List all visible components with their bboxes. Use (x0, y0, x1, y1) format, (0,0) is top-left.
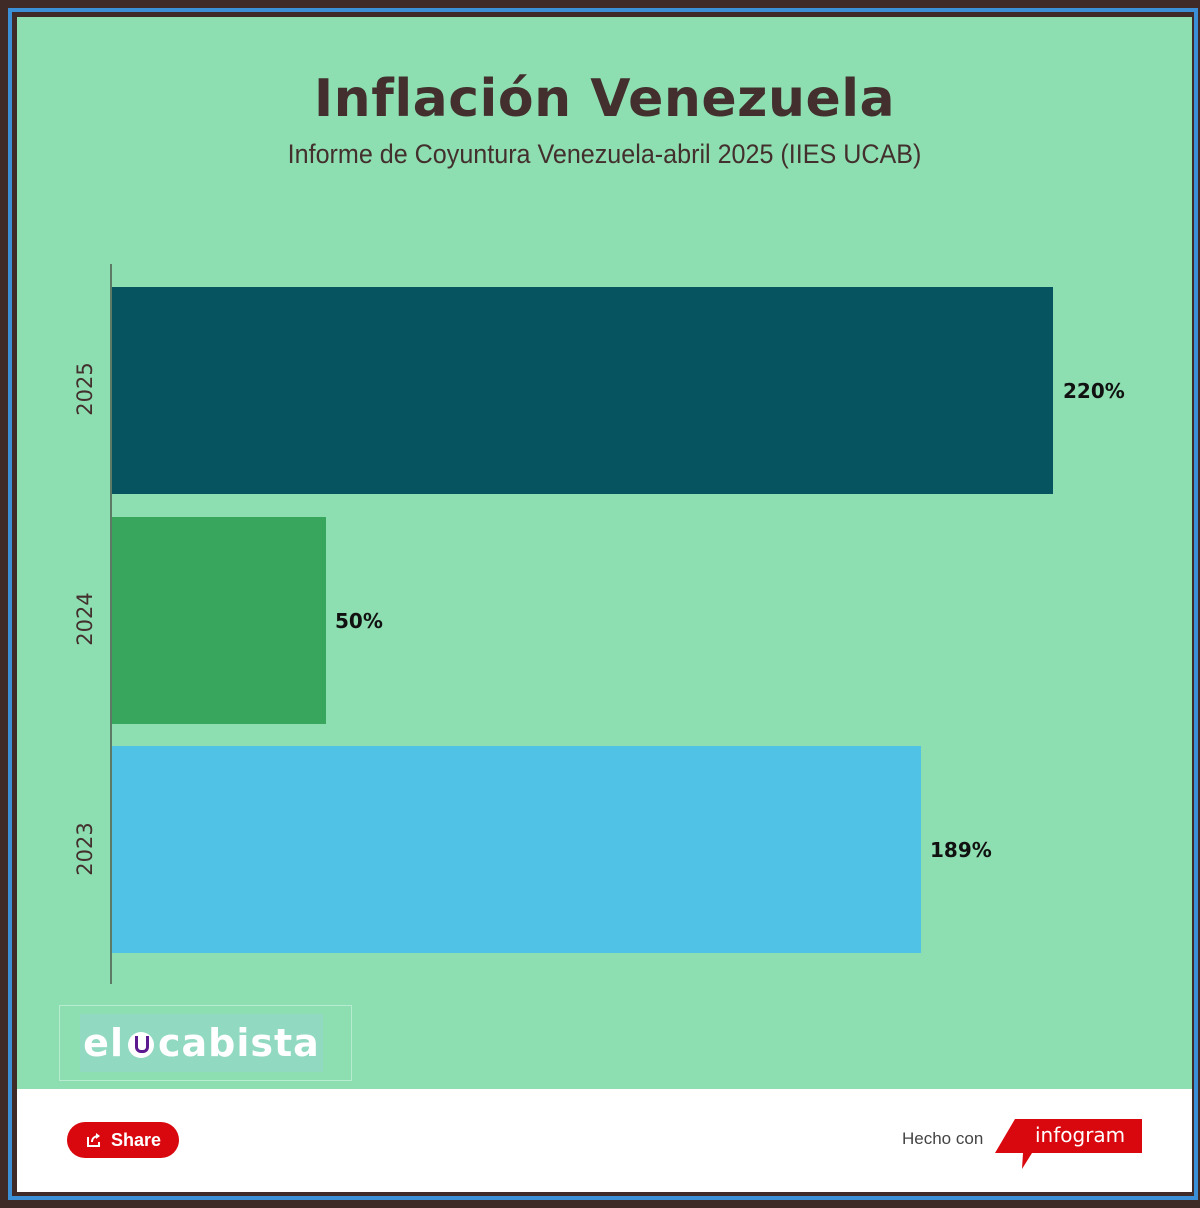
bar-2023[interactable] (112, 746, 921, 953)
bar-row-2025: 220% (112, 287, 1172, 494)
category-label-2024: 2024 (73, 592, 97, 646)
share-label: Share (110, 1129, 162, 1150)
logo-text-left: el (83, 1021, 124, 1065)
logo-text-right: cabista (157, 1021, 320, 1065)
chart-card: Inflación Venezuela Informe de Coyuntura… (17, 17, 1192, 1192)
logo-wordmark: el cabista (80, 1014, 323, 1072)
footer-bar: Share Hecho con infogram (17, 1089, 1192, 1192)
y-axis-line (110, 264, 112, 984)
infogram-badge[interactable]: infogram (995, 1117, 1145, 1173)
category-label-2023: 2023 (73, 822, 97, 876)
share-icon (86, 1133, 100, 1147)
bar-2024[interactable] (112, 517, 326, 724)
bar-row-2023: 189% (112, 746, 1172, 953)
share-button[interactable]: Share (67, 1122, 179, 1158)
bar-row-2024: 50% (112, 517, 1172, 724)
elucabista-logo: el cabista (59, 1005, 352, 1081)
made-with-text: Hecho con (902, 1129, 984, 1148)
chart-subtitle: Informe de Coyuntura Venezuela-abril 202… (287, 139, 922, 169)
bar-value-2023: 189% (930, 837, 992, 862)
infogram-speech-bubble-icon (995, 1119, 1142, 1169)
bar-2025[interactable] (112, 287, 1053, 494)
bar-value-2024: 50% (335, 608, 383, 633)
infogram-brand-text: infogram (1035, 1123, 1126, 1147)
logo-u-icon (127, 1032, 154, 1058)
chart-title: Inflación Venezuela (313, 69, 896, 129)
category-label-2025: 2025 (73, 362, 97, 416)
bar-value-2025: 220% (1063, 378, 1125, 403)
